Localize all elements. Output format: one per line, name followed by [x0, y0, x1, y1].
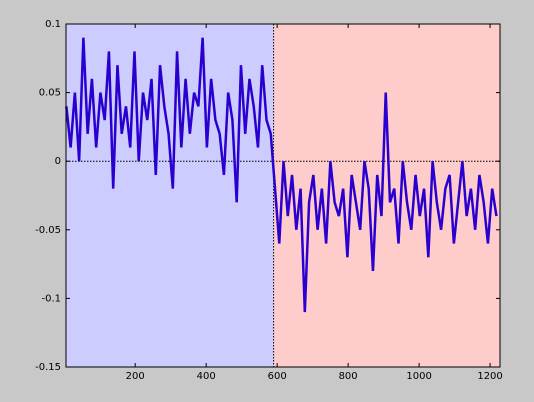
y-tick-label: -0.05 [35, 225, 61, 236]
x-tick-label: 1000 [406, 371, 431, 382]
x-tick-label: 1200 [477, 371, 502, 382]
y-tick-label: 0.1 [45, 19, 61, 30]
y-tick-label: 0 [55, 156, 61, 167]
region [66, 24, 274, 367]
x-tick-label: 400 [197, 371, 216, 382]
x-tick-label: 200 [126, 371, 145, 382]
x-tick-label: 600 [268, 371, 287, 382]
y-tick-label: -0.15 [35, 362, 61, 373]
axes-frame [65, 23, 501, 368]
data-line [65, 37, 498, 313]
y-tick-label: 0.05 [39, 88, 61, 99]
y-tick-label: -0.1 [41, 293, 61, 304]
x-tick-label: 800 [339, 371, 358, 382]
